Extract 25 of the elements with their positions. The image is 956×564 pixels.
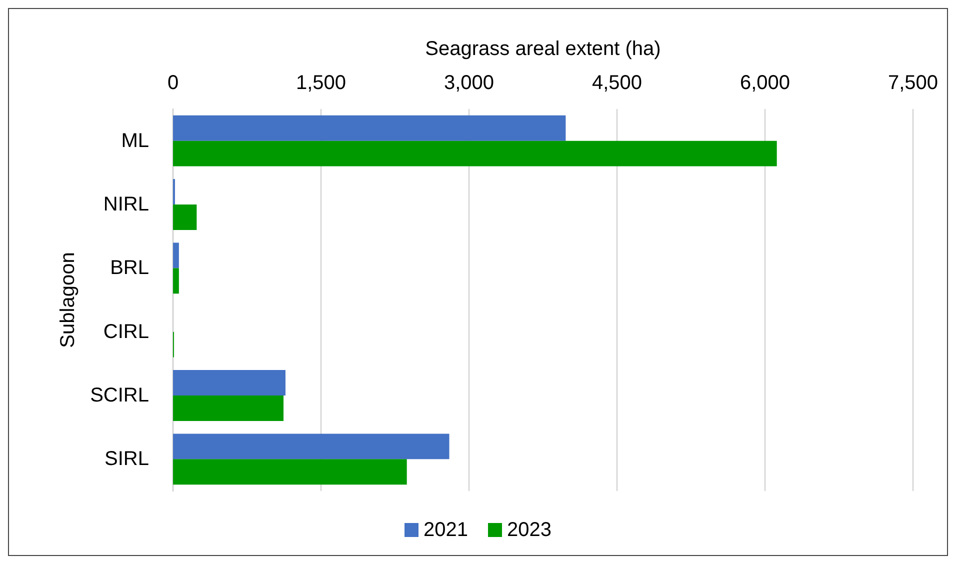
- bar: [173, 434, 450, 460]
- x-tick-label: 6,000: [740, 72, 790, 94]
- x-tick-label: 1,500: [296, 72, 346, 94]
- y-tick-label: SCIRL: [90, 384, 149, 406]
- bar: [173, 396, 284, 421]
- x-tick-label: 3,000: [444, 72, 494, 94]
- legend-label: 2021: [424, 519, 468, 541]
- y-tick-label: BRL: [110, 257, 149, 280]
- x-tick-label: 0: [167, 72, 179, 94]
- bar: [173, 242, 179, 268]
- y-tick-label: ML: [121, 130, 149, 152]
- legend-label: 2023: [507, 519, 552, 541]
- y-tick-label: CIRL: [103, 320, 149, 343]
- bar: [173, 370, 286, 396]
- y-tick-label: SIRL: [104, 448, 149, 470]
- y-axis-title: Sublagoon: [57, 252, 79, 348]
- bar: [173, 204, 197, 230]
- y-tick-label: NIRL: [103, 194, 149, 216]
- bar: [173, 268, 179, 294]
- x-tick-label: 7,500: [888, 72, 938, 94]
- bar: [173, 115, 566, 141]
- bar: [173, 459, 407, 485]
- x-axis-title: Seagrass areal extent (ha): [425, 38, 661, 60]
- bar: [173, 140, 777, 166]
- x-tick-label: 4,500: [592, 72, 642, 94]
